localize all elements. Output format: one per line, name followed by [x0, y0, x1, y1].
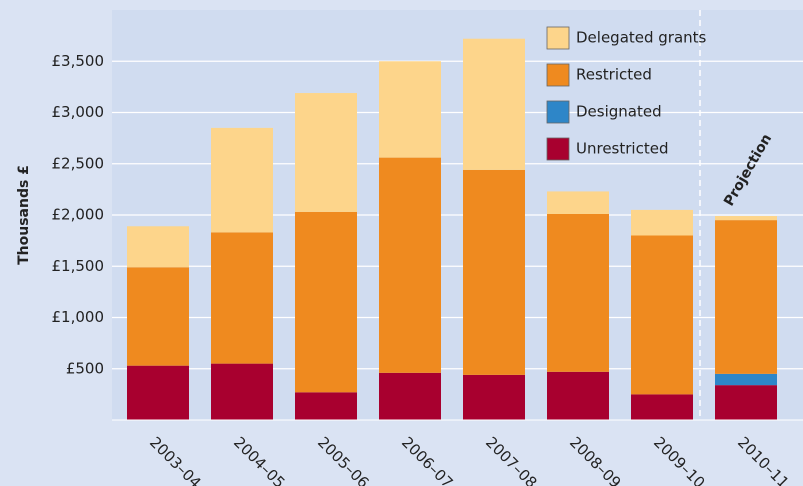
bar-segment	[715, 220, 777, 374]
legend-label: Delegated grants	[576, 29, 707, 47]
y-tick-label: £3,000	[52, 103, 105, 121]
legend-swatch	[546, 26, 570, 50]
bar-segment	[127, 365, 189, 420]
legend-label: Unrestricted	[576, 140, 668, 158]
bar-segment	[715, 216, 777, 221]
bar-segment	[715, 385, 777, 420]
bar-segment	[211, 363, 273, 420]
legend-swatch	[546, 100, 570, 124]
legend-swatch	[546, 63, 570, 87]
bar-segment	[631, 394, 693, 420]
bar-segment	[463, 38, 525, 170]
legend-label: Restricted	[576, 66, 652, 84]
bar-segment	[295, 392, 357, 420]
y-tick-label: £2,500	[52, 154, 105, 172]
bar-segment	[295, 211, 357, 393]
y-tick-label: £1,500	[52, 257, 105, 275]
y-tick-label: £2,000	[52, 206, 105, 224]
bar-segment	[631, 209, 693, 236]
bar-segment	[379, 61, 441, 158]
bar-segment	[715, 373, 777, 386]
bar-segment	[295, 93, 357, 212]
bar-segment	[547, 371, 609, 420]
bar-segment	[379, 372, 441, 420]
bar-segment	[379, 157, 441, 373]
bar-segment	[127, 267, 189, 366]
bar-segment	[127, 226, 189, 268]
bar-segment	[547, 213, 609, 372]
bar-segment	[463, 169, 525, 375]
legend-label: Designated	[576, 103, 662, 121]
bar-segment	[211, 232, 273, 364]
y-axis-label: Thousands £	[16, 165, 32, 265]
bar-segment	[463, 374, 525, 420]
bar-segment	[211, 127, 273, 233]
legend-swatch	[546, 137, 570, 161]
bar-segment	[547, 191, 609, 214]
y-tick-label: £500	[66, 359, 104, 377]
bar-segment	[631, 235, 693, 395]
y-tick-label: £1,000	[52, 308, 105, 326]
y-tick-label: £3,500	[52, 52, 105, 70]
